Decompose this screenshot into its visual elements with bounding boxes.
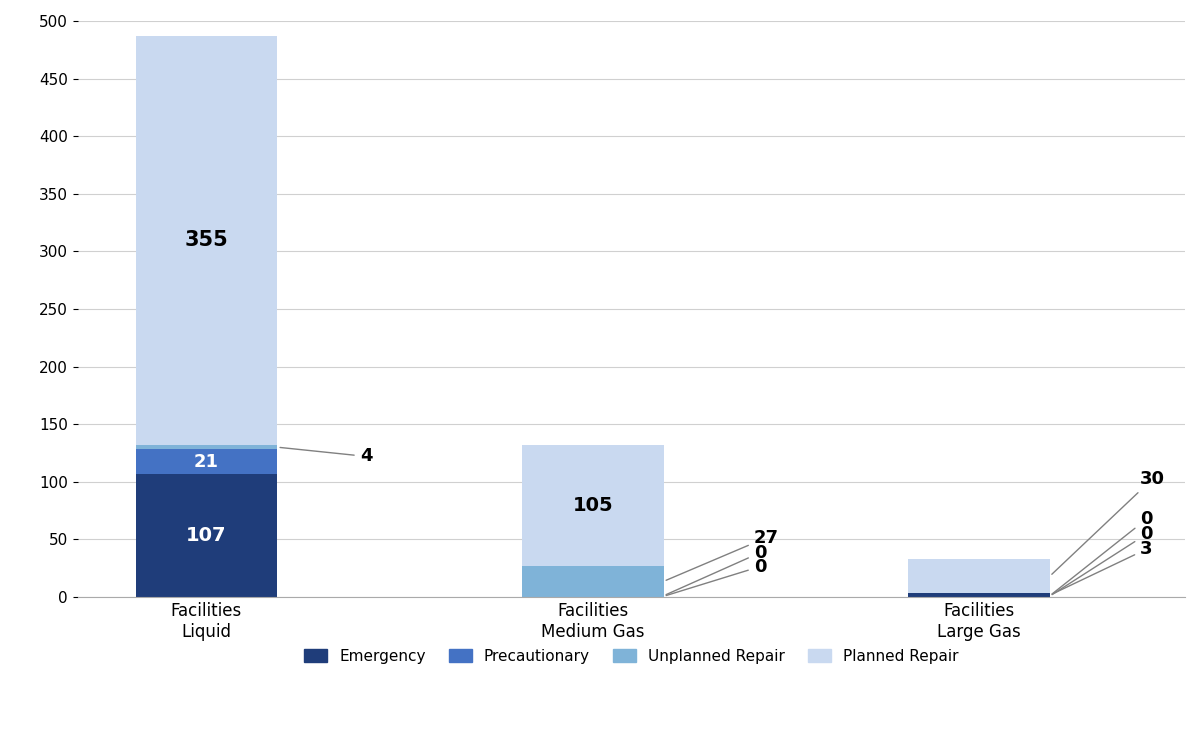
Text: 0: 0 <box>666 557 766 595</box>
Text: 21: 21 <box>194 452 218 470</box>
Bar <box>136 449 277 474</box>
Text: 0: 0 <box>1052 510 1152 594</box>
Text: 0: 0 <box>666 544 766 594</box>
Text: 27: 27 <box>666 529 779 580</box>
Bar <box>522 445 664 566</box>
Bar <box>136 445 277 449</box>
Text: 355: 355 <box>185 231 228 251</box>
Legend: Emergency, Precautionary, Unplanned Repair, Planned Repair: Emergency, Precautionary, Unplanned Repa… <box>298 643 965 670</box>
Text: 105: 105 <box>572 496 613 515</box>
Text: 30: 30 <box>1052 470 1165 574</box>
Bar <box>136 36 277 445</box>
Text: 0: 0 <box>1052 525 1152 594</box>
Text: 4: 4 <box>280 447 372 466</box>
Bar <box>136 474 277 597</box>
Bar <box>908 594 1050 597</box>
Bar <box>908 559 1050 594</box>
Text: 107: 107 <box>186 526 227 545</box>
Text: 3: 3 <box>1052 540 1152 594</box>
Bar <box>522 566 664 597</box>
